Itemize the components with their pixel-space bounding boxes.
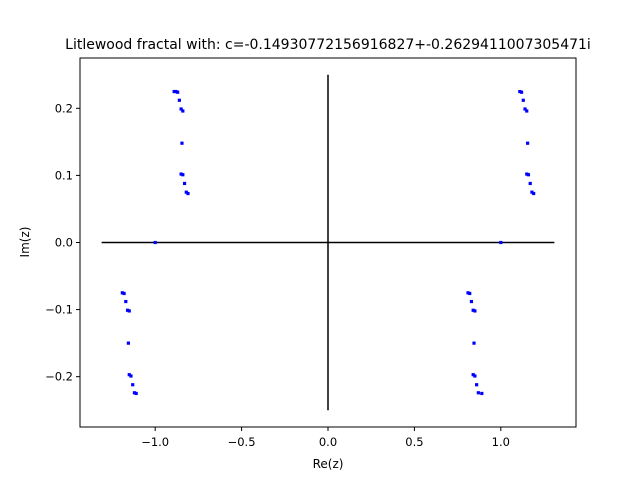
data-point bbox=[475, 383, 479, 387]
data-point bbox=[471, 373, 475, 377]
data-point bbox=[176, 90, 180, 94]
data-point bbox=[132, 391, 137, 395]
data-point bbox=[473, 374, 477, 378]
y-tick-label: 0.0 bbox=[55, 236, 73, 250]
y-tick-label: 0.1 bbox=[55, 168, 73, 182]
data-point bbox=[523, 107, 527, 111]
data-point bbox=[469, 299, 474, 304]
data-point bbox=[471, 308, 475, 312]
data-point bbox=[122, 291, 126, 296]
data-point bbox=[186, 191, 190, 196]
data-point bbox=[476, 391, 480, 395]
data-point bbox=[182, 181, 187, 186]
reference-lines bbox=[101, 74, 555, 411]
data-point bbox=[129, 374, 133, 378]
data-point bbox=[125, 308, 130, 312]
data-point bbox=[530, 190, 534, 194]
y-tick-label: 0.2 bbox=[55, 101, 73, 115]
chart-title: Litlewood fractal with: c=-0.14930772156… bbox=[65, 37, 591, 53]
data-point bbox=[179, 172, 183, 176]
x-tick-label: −1.0 bbox=[141, 435, 169, 449]
data-point bbox=[153, 240, 157, 245]
data-points bbox=[120, 89, 536, 396]
data-point bbox=[526, 141, 530, 145]
data-point bbox=[184, 190, 188, 194]
data-point bbox=[127, 309, 131, 313]
y-tick-label: −0.2 bbox=[45, 370, 73, 384]
data-point bbox=[181, 109, 185, 113]
data-point bbox=[120, 291, 124, 295]
data-point bbox=[466, 291, 470, 295]
data-point bbox=[180, 141, 184, 145]
data-point bbox=[525, 172, 529, 176]
x-axis-ticks: −1.0 −0.5 0.0 0.5 1.0 bbox=[141, 427, 510, 449]
data-point bbox=[124, 299, 128, 304]
x-tick-label: 0.5 bbox=[405, 435, 423, 449]
data-point bbox=[473, 309, 477, 313]
data-point bbox=[181, 173, 185, 177]
data-point bbox=[126, 341, 130, 345]
y-axis-ticks: −0.2 −0.1 0.0 0.1 0.2 bbox=[45, 101, 80, 384]
data-point bbox=[526, 173, 531, 177]
data-point bbox=[472, 341, 476, 345]
y-tick-label: −0.1 bbox=[45, 303, 73, 317]
data-point bbox=[525, 109, 529, 113]
data-point bbox=[172, 89, 176, 94]
data-point bbox=[519, 90, 524, 94]
data-point bbox=[521, 98, 525, 102]
data-point bbox=[131, 383, 135, 387]
x-tick-label: 0.0 bbox=[319, 435, 337, 449]
data-point bbox=[468, 291, 472, 296]
x-tick-label: 1.0 bbox=[492, 435, 510, 449]
data-point bbox=[127, 373, 131, 377]
data-point bbox=[177, 98, 181, 102]
data-point bbox=[134, 391, 138, 396]
data-point bbox=[499, 240, 503, 245]
x-tick-label: −0.5 bbox=[228, 435, 256, 449]
data-point bbox=[528, 181, 532, 186]
data-point bbox=[179, 107, 183, 111]
x-axis-label: Re(z) bbox=[313, 457, 344, 471]
data-point bbox=[532, 191, 536, 196]
data-point bbox=[174, 89, 178, 94]
data-point bbox=[480, 391, 484, 396]
y-axis-label: Im(z) bbox=[18, 227, 32, 258]
data-point bbox=[518, 89, 522, 94]
